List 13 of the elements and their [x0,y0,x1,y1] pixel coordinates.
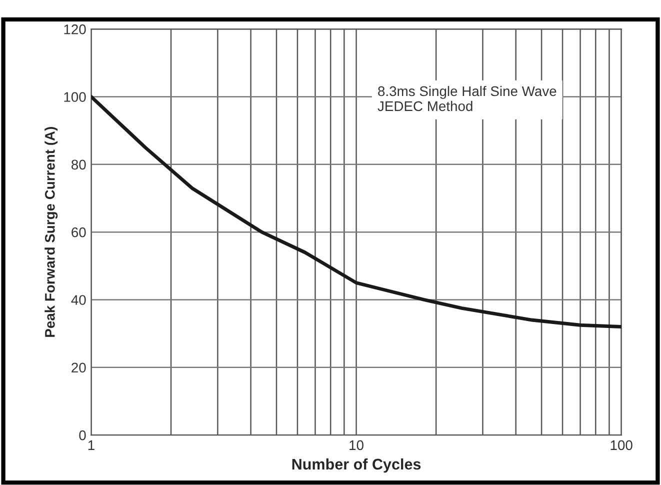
y-tick-label: 0 [79,430,86,440]
y-tick-label: 60 [72,227,86,238]
x-axis-title: Number of Cycles [292,458,421,473]
y-tick-label: 100 [64,92,86,102]
x-tick-label: 1 [88,440,94,450]
y-tick-label: 40 [71,295,86,305]
y-tick-label: 20 [72,362,86,373]
annotation: 8.3ms Single Half Sine Wave JEDEC Method [378,86,556,112]
y-tick-label: 120 [64,24,86,34]
y-tick-label: 80 [72,160,86,170]
x-tick-label: 100 [610,440,632,450]
x-tick-label: 10 [350,440,364,450]
y-axis-title: Peak Forward Surge Current (A) [44,127,58,337]
